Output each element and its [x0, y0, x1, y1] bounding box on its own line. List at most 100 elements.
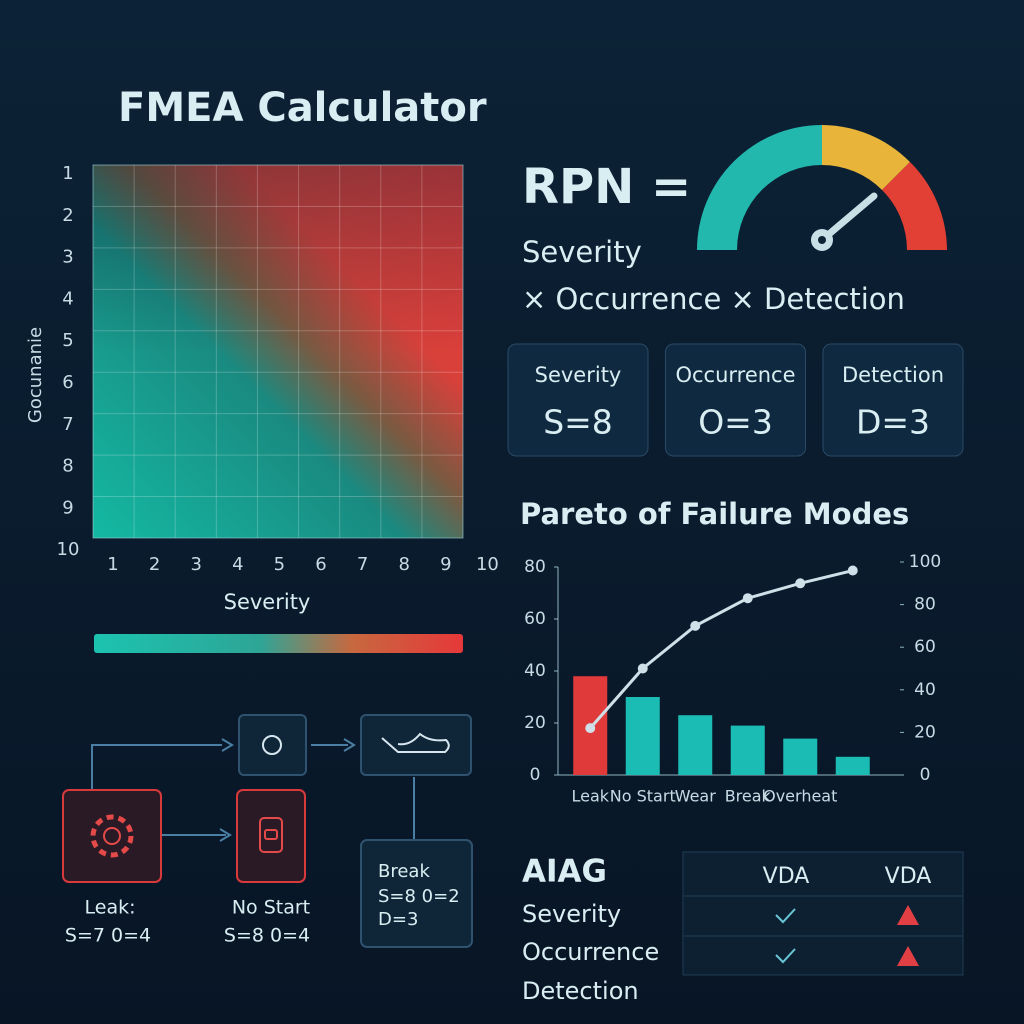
y-tick-label: 80 — [524, 557, 546, 577]
card-value: D=3 — [856, 403, 930, 442]
check-icon — [775, 908, 796, 924]
card-label: Detection — [842, 363, 944, 387]
gear-icon — [90, 814, 134, 858]
y-tick-label: 8 — [62, 456, 73, 477]
card — [822, 343, 964, 457]
node-icon — [262, 735, 282, 755]
y2-tick-label: 40 — [914, 680, 936, 700]
x-tick-label: 1 — [107, 554, 118, 575]
x-tick-label: 4 — [232, 554, 243, 575]
column-header: VDA — [885, 864, 932, 889]
heatmap-shade — [93, 165, 463, 538]
flow-diagram — [62, 714, 473, 948]
heatmap-border — [92, 164, 464, 539]
bar — [730, 725, 765, 775]
gauge-hub-inner — [818, 236, 826, 244]
y-tick-label: 40 — [524, 661, 546, 681]
gauge-red — [882, 162, 947, 250]
card-label: Occurrence — [675, 363, 795, 387]
gauge-yellow — [822, 125, 910, 190]
table-frame — [682, 851, 964, 976]
heatmap-grid — [93, 165, 463, 538]
node-box — [236, 789, 306, 883]
node-detail: D=3 — [378, 909, 418, 930]
node-box — [360, 714, 472, 776]
phone-icon — [264, 829, 278, 840]
arrowhead — [343, 738, 356, 752]
card-label: Severity — [535, 363, 622, 387]
line-marker — [795, 578, 806, 589]
node-icon — [381, 732, 450, 753]
y-tick-label: 5 — [62, 330, 73, 351]
cards: Severity S=8 Occurrence O=3 Detection D=3 — [507, 343, 964, 457]
node-label: Break — [378, 861, 430, 882]
line-marker — [585, 723, 596, 734]
x-tick-label: Wear — [675, 787, 717, 806]
row-label: Occurrence — [522, 938, 659, 966]
line-marker — [637, 663, 648, 674]
x-tick-label: Leak — [571, 787, 609, 806]
formula-line2: × Occurrence × Detection — [522, 282, 905, 316]
x-tick-label: 5 — [274, 554, 285, 575]
y-tick-label: 1 — [62, 163, 73, 184]
node-label: No Start — [232, 897, 310, 919]
y-tick-label: 0 — [530, 765, 541, 785]
bar — [783, 738, 818, 775]
row-label: Severity — [522, 900, 621, 928]
cumulative-line — [589, 569, 854, 730]
phone-icon — [259, 817, 283, 853]
x-tick-label: 7 — [357, 554, 368, 575]
card — [665, 343, 806, 457]
node-detail: S=8 0=2 — [378, 886, 460, 907]
y2-tick-label: 100 — [909, 552, 941, 572]
y-tick-label: 4 — [62, 288, 73, 309]
line-marker — [742, 593, 753, 604]
line-marker — [847, 565, 858, 576]
node-box — [62, 789, 162, 883]
warning-icon — [897, 905, 919, 925]
x-tick-label: 10 — [476, 554, 499, 575]
y2-tick-label: 80 — [914, 595, 936, 615]
bar — [678, 715, 713, 775]
y-tick-label: 3 — [62, 247, 73, 268]
table-title: AIAG — [522, 854, 607, 890]
gauge — [697, 125, 947, 251]
check-icon — [775, 948, 796, 964]
bar — [625, 697, 660, 775]
color-scale — [94, 634, 463, 653]
x-axis-label: Severity — [224, 590, 311, 614]
line-marker — [690, 620, 701, 631]
gear-icon — [103, 827, 121, 845]
x-tick-label: No Start — [610, 787, 676, 806]
y-tick-label: 60 — [524, 609, 546, 629]
warning-icon — [897, 946, 919, 966]
y2-tick-label: 20 — [914, 722, 936, 742]
x-tick-label: 3 — [190, 554, 201, 575]
row-label: Detection — [522, 977, 639, 1005]
y2-tick-label: 60 — [914, 637, 936, 657]
node-box — [238, 714, 307, 776]
x-tick-label: 2 — [149, 554, 160, 575]
y-tick-label: 9 — [62, 497, 73, 518]
column-header: VDA — [763, 864, 810, 889]
node-box — [360, 839, 473, 948]
arrowhead — [221, 738, 234, 752]
x-tick-label: Overheat — [763, 787, 837, 806]
page-title: FMEA Calculator — [118, 85, 487, 131]
y2-tick-label: 0 — [920, 765, 931, 785]
chart-title: Pareto of Failure Modes — [520, 497, 909, 531]
y-tick-label: 6 — [62, 372, 73, 393]
connector — [91, 744, 222, 790]
formula-line1: Severity — [522, 235, 642, 269]
y-tick-label: 7 — [62, 414, 73, 435]
y-axis-label: Gocunanie — [25, 327, 46, 423]
node-label: Leak: — [85, 897, 136, 919]
node-detail: S=8 0=4 — [224, 925, 310, 947]
x-tick-label: 9 — [440, 554, 451, 575]
card-value: S=8 — [543, 403, 613, 442]
formula-lhs: RPN = — [522, 159, 691, 215]
bar — [835, 756, 870, 775]
